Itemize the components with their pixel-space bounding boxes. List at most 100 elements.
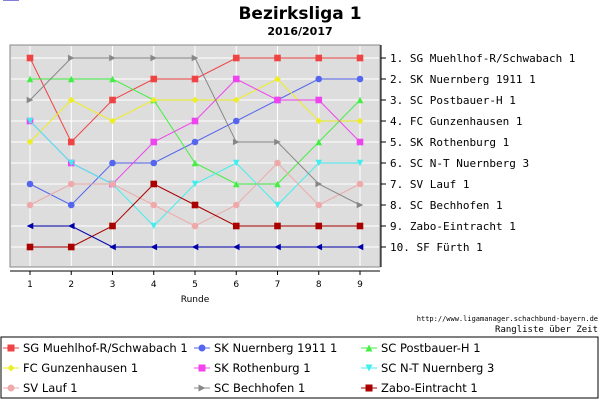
x-tick-label: 7 [275,280,281,290]
data-point [232,159,240,167]
legend-box [0,336,599,399]
legend-label: SC N-T Nuernberg 3 [381,361,494,375]
data-point [150,180,158,188]
legend-item: SF Fürth 1 [3,0,81,3]
series-8 [26,54,364,209]
data-point [315,54,323,62]
x-tick-label: 5 [192,280,198,290]
data-point [191,159,199,167]
data-point [232,117,240,125]
data-point [67,201,75,209]
legend-item: SC N-T Nuernberg 3 [361,361,494,375]
data-point [191,138,199,146]
data-point [315,201,323,209]
data-point [191,243,199,251]
x-tick-label: 1 [27,280,33,290]
data-point [191,117,199,125]
source-url: http://www.ligamanager.schachbund-bayern… [417,315,598,323]
data-point [356,54,364,62]
data-point [150,54,158,62]
x-tick-label: 2 [68,280,74,290]
data-point [232,180,240,188]
data-point [232,243,240,251]
x-tick-label: 9 [357,280,363,290]
data-point [67,159,75,167]
data-point [315,75,323,83]
data-point [315,138,323,146]
legend-marker [365,364,373,372]
legend-marker [7,344,15,352]
data-point [356,243,364,251]
data-point [109,96,116,104]
data-point [67,222,75,230]
legend-marker [198,364,206,372]
data-point [232,201,240,209]
series-10 [26,222,364,251]
data-point [274,201,281,209]
data-point [109,222,116,230]
data-point [232,222,240,230]
series-6 [26,117,364,230]
data-point [67,243,75,251]
y-tick-label: 8. SC Bechhofen 1 [390,199,503,212]
data-point [26,96,34,104]
legend-label: SV Lauf 1 [23,381,78,395]
data-point [315,222,323,230]
data-point [315,243,323,251]
data-point [356,96,364,104]
data-point [356,201,364,209]
data-point [274,54,281,62]
y-tick-label: 4. FC Gunzenhausen 1 [390,115,522,128]
x-axis-label: Runde [181,295,210,305]
y-tick-label: 10. SF Fürth 1 [390,241,483,254]
data-point [26,180,34,188]
data-point [191,54,199,62]
data-point [356,117,364,125]
data-point [26,75,34,83]
data-point [150,222,158,230]
data-point [109,159,116,167]
data-point [150,201,158,209]
data-point [26,243,34,251]
legend-item: SK Nuernberg 1911 1 [194,341,337,355]
legend-marker [198,344,206,352]
y-tick-label: 7. SV Lauf 1 [390,178,469,191]
legend-item: SC Postbauer-H 1 [361,341,481,355]
legend-marker [7,384,15,392]
data-point [315,180,323,188]
legend-item: SV Lauf 1 [3,381,78,395]
data-point [150,243,158,251]
x-tick-label: 6 [233,280,239,290]
data-point [315,159,323,167]
data-point [356,75,364,83]
data-point [274,159,281,167]
data-point [356,180,364,188]
data-point [109,243,116,251]
data-point [356,222,364,230]
y-tick-label: 9. Zabo-Eintracht 1 [390,220,516,233]
legend-item: SK Rothenburg 1 [194,361,311,375]
data-point [150,75,158,83]
data-point [191,75,199,83]
chart-subtitle: 2016/2017 [267,25,332,38]
data-point [232,138,240,146]
data-point [67,96,75,104]
legend-item: SC Bechhofen 1 [194,381,305,395]
data-point [150,96,158,104]
data-point [315,96,323,104]
data-point [26,201,34,209]
data-point [232,96,240,104]
x-tick-label: 8 [316,280,322,290]
data-point [274,75,281,83]
y-tick-label: 3. SC Postbauer-H 1 [390,94,516,107]
data-point [109,54,116,62]
data-point [67,54,75,62]
legend-label: SC Bechhofen 1 [214,381,305,395]
data-point [67,138,75,146]
data-point [232,75,240,83]
data-point [150,159,158,167]
data-point [274,180,281,188]
data-point [274,138,281,146]
legend-item: FC Gunzenhausen 1 [3,361,138,375]
data-point [274,243,281,251]
